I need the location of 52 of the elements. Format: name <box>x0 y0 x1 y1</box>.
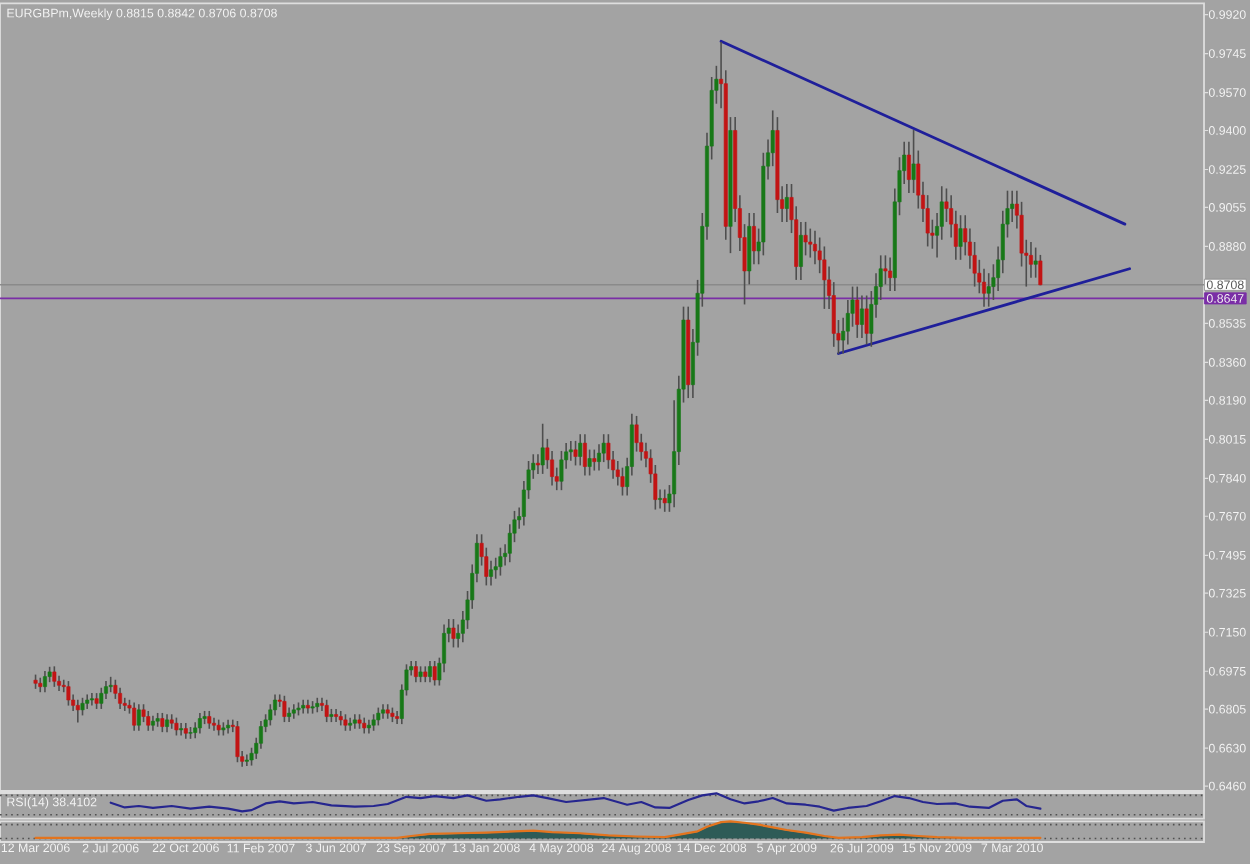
candlestick <box>1028 241 1033 279</box>
candlestick <box>582 433 587 477</box>
candlestick <box>620 466 625 497</box>
candlestick <box>122 696 127 712</box>
candlestick <box>136 703 141 732</box>
candlestick <box>813 230 817 266</box>
candlestick <box>559 450 564 491</box>
candlestick <box>52 665 57 688</box>
candlestick <box>305 699 310 715</box>
candlestick <box>808 227 813 259</box>
candlestick <box>859 294 864 339</box>
candlestick <box>855 285 860 339</box>
candlestick <box>146 710 151 732</box>
candlestick <box>1033 246 1038 279</box>
candlestick <box>334 708 339 723</box>
candlestick <box>982 267 986 308</box>
candlestick <box>592 448 597 472</box>
candlestick <box>66 680 71 707</box>
candlestick <box>118 686 123 710</box>
candlestick <box>413 660 418 683</box>
candlestick <box>235 720 240 764</box>
candlestick <box>986 272 991 308</box>
candlestick <box>132 701 137 732</box>
candlestick <box>273 693 277 717</box>
candlestick <box>822 245 827 310</box>
candlestick <box>89 692 94 707</box>
candlestick <box>301 699 306 715</box>
candlestick <box>244 753 249 767</box>
candlestick <box>282 694 287 723</box>
candlestick <box>1038 254 1043 287</box>
candlestick <box>578 433 583 467</box>
candlestick <box>42 670 47 694</box>
candlestick <box>99 686 104 710</box>
candlestick <box>540 422 545 475</box>
candlestick <box>75 699 80 724</box>
candlestick <box>160 712 165 733</box>
candlestick <box>864 294 869 346</box>
candlestick <box>451 618 456 649</box>
candlestick <box>324 699 329 723</box>
candlestick <box>958 214 963 261</box>
candlestick <box>348 716 353 732</box>
candlestick <box>662 488 667 513</box>
candlestick <box>573 440 578 467</box>
candlestick <box>498 546 503 577</box>
candlestick <box>197 712 202 735</box>
candlestick <box>179 722 184 737</box>
candlestick <box>432 660 437 687</box>
candlestick <box>427 660 432 683</box>
candlestick <box>601 433 606 463</box>
candlestick <box>212 716 216 732</box>
candlestick <box>493 556 498 580</box>
candlestick <box>568 440 573 462</box>
